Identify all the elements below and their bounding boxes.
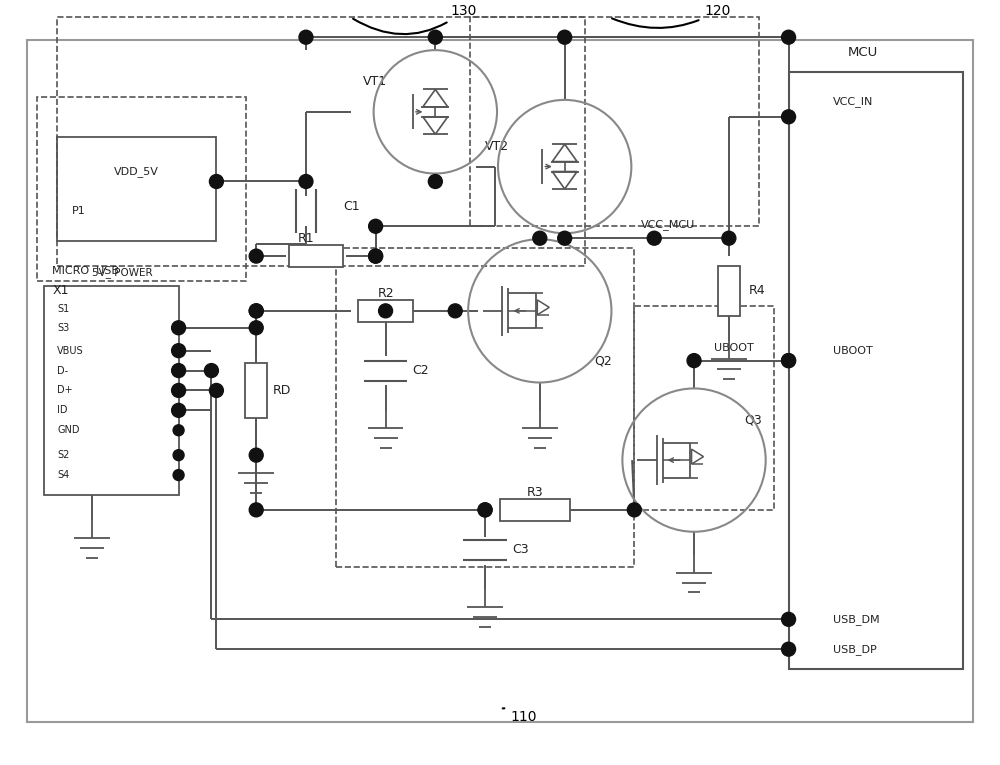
Circle shape bbox=[249, 304, 263, 317]
Text: S2: S2 bbox=[57, 450, 70, 460]
Circle shape bbox=[379, 304, 393, 317]
Circle shape bbox=[533, 231, 547, 245]
Circle shape bbox=[558, 31, 572, 44]
Circle shape bbox=[428, 174, 442, 188]
Text: R1: R1 bbox=[298, 232, 314, 245]
Circle shape bbox=[478, 503, 492, 517]
Circle shape bbox=[172, 363, 186, 377]
Circle shape bbox=[782, 110, 796, 124]
Text: X1: X1 bbox=[52, 285, 69, 298]
Text: VCC_MCU: VCC_MCU bbox=[641, 219, 696, 230]
Text: MICRO  USB: MICRO USB bbox=[52, 266, 119, 276]
Circle shape bbox=[782, 353, 796, 367]
Circle shape bbox=[173, 425, 184, 436]
Circle shape bbox=[249, 448, 263, 462]
Text: P1: P1 bbox=[72, 207, 86, 216]
Circle shape bbox=[722, 231, 736, 245]
Text: 5V_ POWER: 5V_ POWER bbox=[92, 268, 152, 278]
Circle shape bbox=[249, 321, 263, 335]
Circle shape bbox=[249, 249, 263, 263]
Circle shape bbox=[369, 220, 383, 233]
Text: R3: R3 bbox=[527, 487, 543, 500]
Bar bbox=[44, 286, 179, 495]
Circle shape bbox=[209, 383, 223, 398]
Text: 120: 120 bbox=[612, 5, 730, 28]
Bar bbox=[470, 18, 759, 226]
Circle shape bbox=[782, 642, 796, 656]
Text: VBUS: VBUS bbox=[57, 346, 84, 356]
Circle shape bbox=[448, 304, 462, 317]
Text: S1: S1 bbox=[57, 304, 69, 314]
Text: C3: C3 bbox=[512, 543, 529, 556]
Circle shape bbox=[687, 353, 701, 367]
Circle shape bbox=[782, 353, 796, 367]
Text: 110: 110 bbox=[503, 708, 536, 724]
Circle shape bbox=[173, 405, 184, 416]
Bar bbox=[245, 363, 267, 418]
Bar bbox=[789, 72, 963, 669]
Text: C2: C2 bbox=[412, 364, 429, 377]
Bar bbox=[27, 41, 973, 722]
Circle shape bbox=[173, 470, 184, 480]
Circle shape bbox=[249, 503, 263, 517]
Circle shape bbox=[299, 174, 313, 188]
Circle shape bbox=[172, 321, 186, 335]
Circle shape bbox=[627, 503, 641, 517]
Bar bbox=[500, 499, 570, 521]
Text: Q3: Q3 bbox=[744, 414, 762, 427]
Bar bbox=[289, 245, 343, 267]
Text: 130: 130 bbox=[353, 5, 477, 34]
Bar bbox=[57, 137, 216, 241]
Text: UBOOT: UBOOT bbox=[833, 346, 873, 356]
Text: R2: R2 bbox=[377, 288, 394, 301]
Text: ID: ID bbox=[57, 405, 68, 415]
Text: R4: R4 bbox=[749, 285, 765, 298]
Text: VT1: VT1 bbox=[363, 76, 387, 89]
Circle shape bbox=[172, 343, 186, 357]
Circle shape bbox=[173, 450, 184, 461]
Bar bbox=[336, 248, 634, 567]
Circle shape bbox=[782, 31, 796, 44]
Text: USB_DP: USB_DP bbox=[833, 643, 877, 655]
Text: VDD_5V: VDD_5V bbox=[114, 166, 159, 177]
Circle shape bbox=[173, 385, 184, 396]
Text: S4: S4 bbox=[57, 470, 69, 480]
Text: GND: GND bbox=[57, 425, 80, 435]
Text: VCC_IN: VCC_IN bbox=[833, 96, 874, 107]
Circle shape bbox=[249, 304, 263, 317]
Text: C1: C1 bbox=[343, 200, 359, 213]
Bar bbox=[37, 97, 246, 281]
Text: VT2: VT2 bbox=[485, 140, 509, 153]
Circle shape bbox=[172, 403, 186, 418]
Bar bbox=[634, 306, 774, 509]
Circle shape bbox=[299, 31, 313, 44]
Circle shape bbox=[647, 231, 661, 245]
Text: D+: D+ bbox=[57, 386, 73, 396]
Circle shape bbox=[204, 363, 218, 377]
Bar bbox=[57, 18, 585, 266]
Bar bbox=[718, 266, 740, 316]
Text: S3: S3 bbox=[57, 323, 69, 333]
Circle shape bbox=[172, 383, 186, 398]
Circle shape bbox=[782, 612, 796, 627]
Text: MCU: MCU bbox=[848, 46, 878, 59]
Circle shape bbox=[173, 365, 184, 376]
Text: Q2: Q2 bbox=[595, 354, 612, 367]
Circle shape bbox=[369, 249, 383, 263]
Text: USB_DM: USB_DM bbox=[833, 614, 880, 625]
Bar bbox=[358, 300, 413, 322]
Text: D-: D- bbox=[57, 366, 68, 376]
Text: UBOOT: UBOOT bbox=[714, 343, 754, 353]
Circle shape bbox=[558, 231, 572, 245]
Text: RD: RD bbox=[273, 384, 291, 397]
Circle shape bbox=[478, 503, 492, 517]
Circle shape bbox=[209, 174, 223, 188]
Circle shape bbox=[369, 249, 383, 263]
Circle shape bbox=[428, 31, 442, 44]
